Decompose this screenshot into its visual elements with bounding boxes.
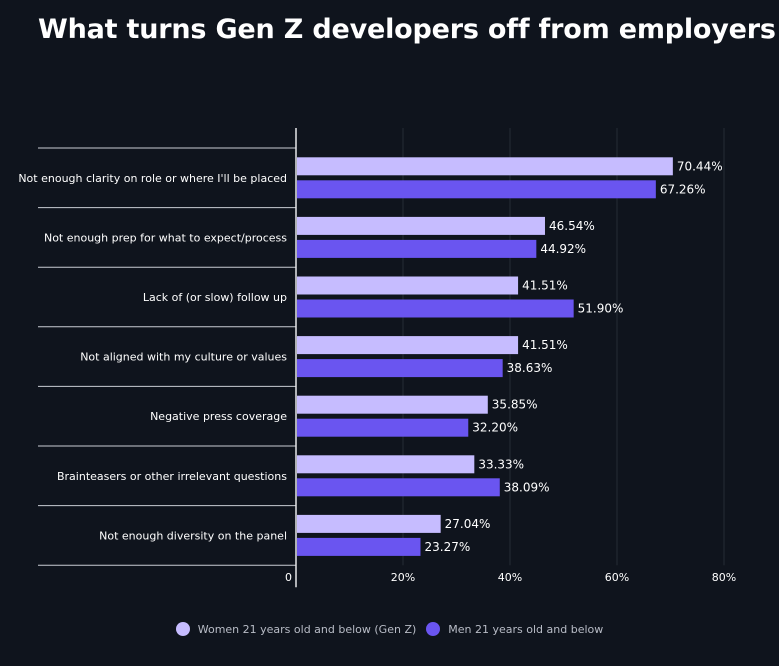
bar-women <box>297 157 673 176</box>
bar-value-label: 67.26% <box>660 182 706 196</box>
bar-men <box>297 537 421 556</box>
bar-women <box>297 216 545 235</box>
bar-value-label: 38.63% <box>507 361 553 375</box>
legend-swatch-men <box>426 622 441 636</box>
x-tick-label: 0 <box>285 571 292 584</box>
category-label: Brainteasers or other irrelevant questio… <box>57 470 287 483</box>
bar-value-label: 51.90% <box>578 302 624 316</box>
bar-men <box>297 418 469 437</box>
x-tick-label: 40% <box>498 571 522 584</box>
bar-value-label: 33.33% <box>478 457 524 471</box>
legend-label-women: Women 21 years old and below (Gen Z) <box>197 622 417 636</box>
bar-value-label: 46.54% <box>549 219 595 233</box>
bar-value-label: 23.27% <box>424 540 470 554</box>
x-tick-label: 60% <box>605 571 629 584</box>
legend-item-men[interactable]: Men 21 years old and below <box>426 622 603 636</box>
bar-value-label: 38.09% <box>504 480 550 494</box>
bar-women <box>297 455 475 474</box>
category-label: Not enough clarity on role or where I'll… <box>18 172 287 185</box>
bar-men <box>297 359 503 378</box>
bar-value-label: 27.04% <box>445 517 491 531</box>
bar-women <box>297 395 488 414</box>
bar-women <box>297 336 519 355</box>
category-label: Not enough prep for what to expect/proce… <box>44 231 287 244</box>
legend-label-men: Men 21 years old and below <box>448 622 604 636</box>
bar-women <box>297 514 441 533</box>
bar-chart: 70.44% 67.26% Not enough clarity on role o… <box>18 128 736 588</box>
category-label: Negative press coverage <box>150 410 287 423</box>
chart-title: What turns Gen Z developers off from emp… <box>38 14 776 45</box>
bar-value-label: 32.20% <box>472 421 518 435</box>
legend-item-women[interactable]: Women 21 years old and below (Gen Z) <box>175 622 417 636</box>
legend-swatch-women <box>175 622 190 636</box>
category-label: Lack of (or slow) follow up <box>143 291 287 304</box>
category-label: Not aligned with my culture or values <box>80 351 287 364</box>
bar-value-label: 70.44% <box>677 159 723 173</box>
category-label: Not enough diversity on the panel <box>99 529 287 542</box>
bar-men <box>297 478 500 497</box>
bar-men <box>297 239 537 258</box>
bar-men <box>297 299 574 318</box>
x-tick-label: 20% <box>391 571 415 584</box>
bar-women <box>297 276 519 295</box>
bar-value-label: 41.51% <box>522 338 568 352</box>
bar-value-label: 35.85% <box>492 398 538 412</box>
bar-men <box>297 180 656 199</box>
legend: Women 21 years old and below (Gen Z) Men… <box>0 622 779 636</box>
bar-value-label: 41.51% <box>522 279 568 293</box>
bar-value-label: 44.92% <box>540 242 586 256</box>
x-tick-label: 80% <box>712 571 736 584</box>
